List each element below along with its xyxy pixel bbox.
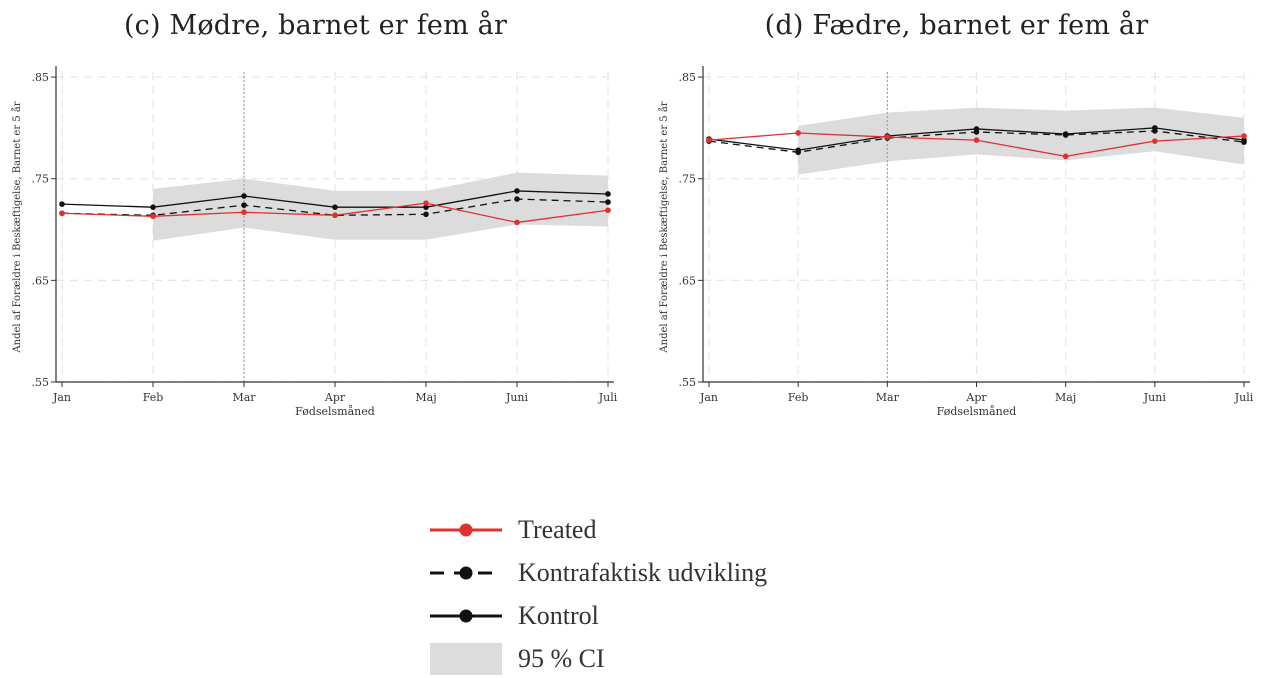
point-treated <box>1062 153 1069 160</box>
x-tick-label: Apr <box>965 391 987 404</box>
point-treated <box>884 134 891 140</box>
legend-label: Kontrol <box>518 601 599 630</box>
point-counterfactual <box>241 202 247 208</box>
chart-fathers: .55 .65 .75 .85 Jan Feb Mar Apr Maj Juni Juli Fødse… <box>658 66 1254 418</box>
point-treated <box>150 213 156 220</box>
point-treated <box>332 212 338 219</box>
point-kontrol <box>150 204 156 210</box>
y-tick-label: .85 <box>32 71 50 84</box>
chart-title: (d) Fædre, barnet er fem år <box>764 10 1149 41</box>
point-treated <box>973 137 980 143</box>
legend-item-counterfactual: Kontrafaktisk udvikling <box>428 555 767 591</box>
point-kontrol <box>795 147 801 154</box>
x-tick-label: Jan <box>699 391 718 404</box>
point-treated <box>423 200 429 206</box>
point-treated <box>514 219 520 226</box>
point-kontrol <box>605 191 611 197</box>
y-tick-label: .65 <box>679 274 697 287</box>
point-treated <box>795 130 801 136</box>
panel-fathers: (d) Fædre, barnet er fem år .55 .65 .75 .85… <box>641 0 1262 440</box>
x-tick-label: Mar <box>232 391 256 404</box>
legend-item-ci: 95 % CI <box>428 641 605 677</box>
legend-label: 95 % CI <box>518 644 605 673</box>
x-tick-label: Maj <box>1055 391 1076 404</box>
point-counterfactual <box>423 211 429 218</box>
point-treated <box>59 210 65 217</box>
legend-swatch-counterfactual <box>430 566 502 580</box>
point-counterfactual <box>514 196 520 202</box>
legend-label: Kontrafaktisk udvikling <box>518 558 768 587</box>
x-tick-label: Juni <box>1143 391 1167 404</box>
y-axis-label: Andel af Forældre i Beskæftigelse, Barne… <box>11 101 23 353</box>
legend-label: Treated <box>518 515 597 544</box>
x-tick-label: Feb <box>788 391 809 404</box>
point-kontrol <box>973 126 980 132</box>
x-axis-label: Fødselsmåned <box>295 405 375 418</box>
panel-mothers: (c) Mødre, barnet er fem år .55 .65 .75 .85… <box>0 0 631 440</box>
y-tick-label: .75 <box>679 173 697 186</box>
x-tick-label: Juni <box>505 391 529 404</box>
point-kontrol <box>514 188 520 194</box>
point-kontrol <box>1241 137 1247 143</box>
legend-swatch-kontrol <box>430 609 502 623</box>
x-tick-label: Juli <box>598 391 618 404</box>
point-treated <box>605 207 611 214</box>
point-kontrol <box>59 201 65 207</box>
legend-item-kontrol: Kontrol <box>428 598 599 634</box>
x-tick-label: Juli <box>1234 391 1254 404</box>
x-tick-label: Jan <box>52 391 71 404</box>
chart-title: (c) Mødre, barnet er fem år <box>123 10 508 41</box>
legend-swatch-ci <box>430 643 502 675</box>
legend: Treated Kontrafaktisk udvikling Kontrol … <box>428 508 868 678</box>
y-tick-label: .75 <box>32 173 50 186</box>
y-tick-label: .65 <box>32 274 50 287</box>
point-treated <box>1152 138 1158 144</box>
x-tick-label: Mar <box>876 391 900 404</box>
legend-item-treated: Treated <box>428 512 596 548</box>
y-axis-label: Andel af Forældre i Beskæftigelse, Barne… <box>658 101 670 353</box>
point-kontrol <box>1062 131 1069 137</box>
x-tick-label: Feb <box>143 391 164 404</box>
point-kontrol <box>241 193 247 199</box>
point-kontrol <box>1152 125 1158 131</box>
point-counterfactual <box>605 199 611 205</box>
y-tick-label: .85 <box>679 71 697 84</box>
x-tick-label: Maj <box>415 391 436 404</box>
y-tick-label: .55 <box>32 376 50 389</box>
point-kontrol <box>332 204 338 210</box>
point-treated <box>1241 133 1247 139</box>
x-tick-label: Apr <box>324 391 346 404</box>
x-axis-label: Fødselsmåned <box>937 405 1017 418</box>
legend-swatch-treated <box>430 523 502 537</box>
chart-mothers: .55 .65 .75 .85 Jan Feb Mar Apr Maj Juni Juli Fødse… <box>11 66 618 418</box>
point-kontrol <box>423 204 429 210</box>
point-treated <box>241 209 247 216</box>
y-tick-label: .55 <box>679 376 697 389</box>
point-treated <box>706 137 712 143</box>
ci-band <box>798 107 1244 175</box>
